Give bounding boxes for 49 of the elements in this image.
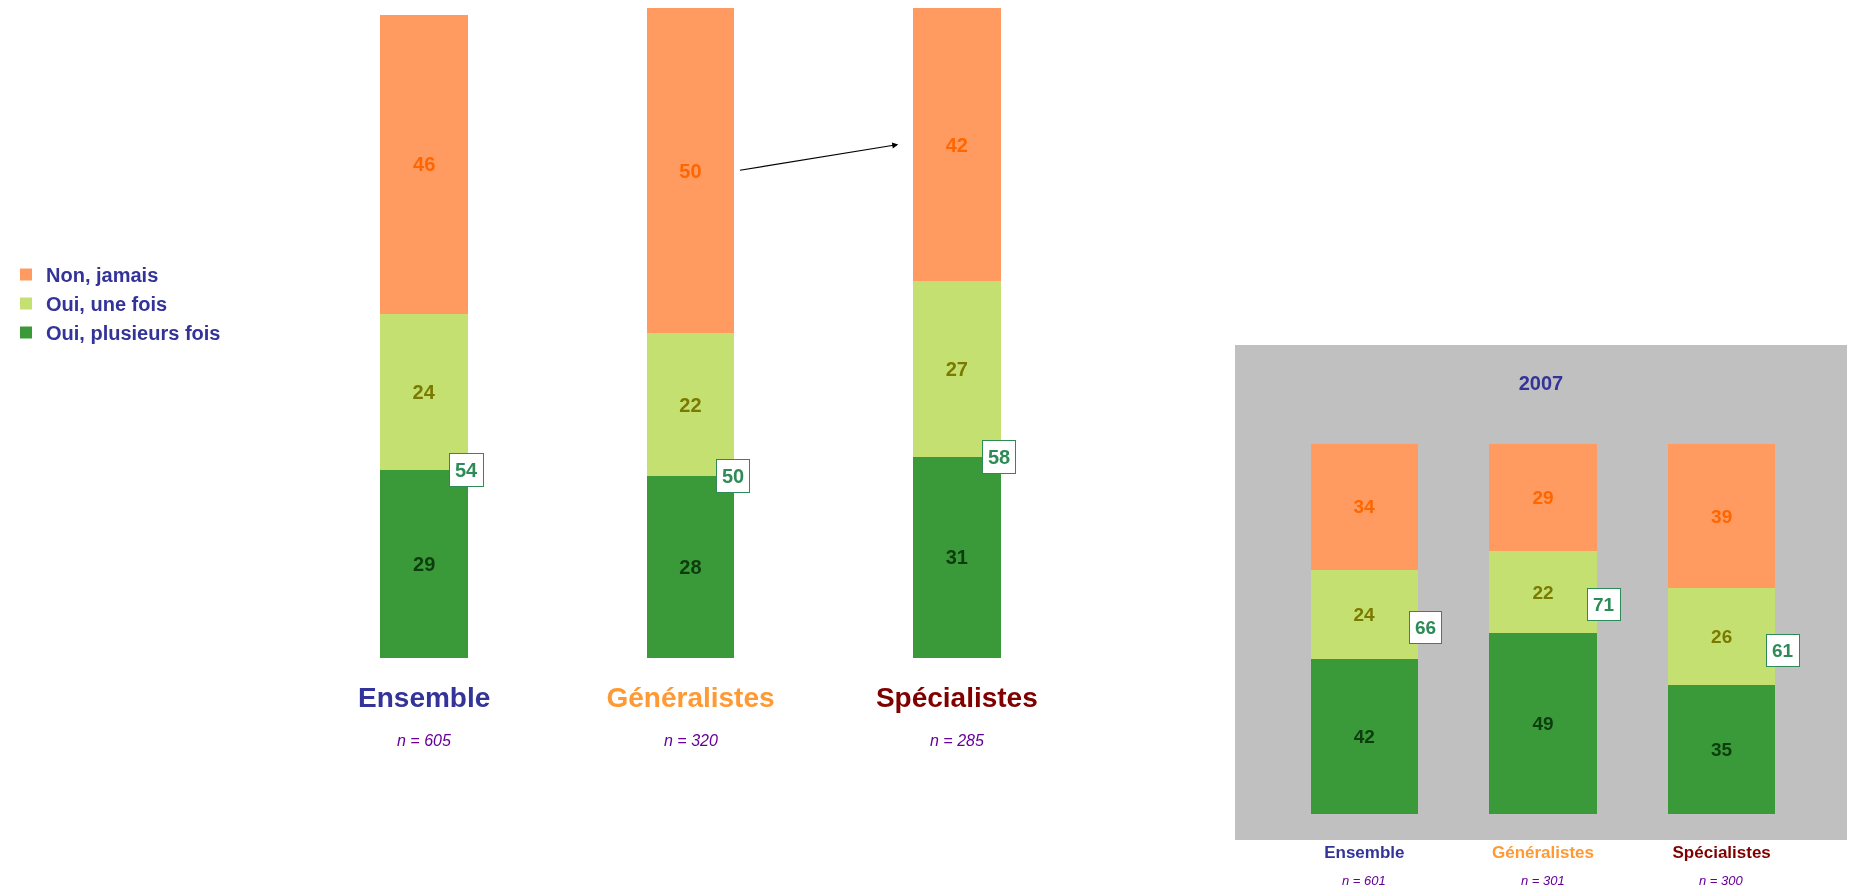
data-label: 49 [1532, 712, 1554, 734]
text: n = 320 [664, 732, 718, 749]
bar [1310, 658, 1418, 814]
data-label: 29 [1532, 487, 1554, 509]
data-label: 31 [945, 546, 968, 569]
data-label: 24 [412, 380, 436, 403]
data-label: 27 [945, 357, 968, 380]
chart-title: 2007 [1518, 372, 1564, 394]
text: n = 301 [1521, 873, 1565, 888]
text: n = 605 [397, 732, 451, 749]
data-label: 34 [1353, 496, 1376, 518]
x-tick-label: Ensemble [1324, 843, 1405, 862]
annotation: 50 [722, 465, 745, 487]
x-tick-label: Généralistes [606, 682, 775, 713]
x-tick-label: Spécialistes [1672, 843, 1771, 862]
data-label: 24 [1353, 603, 1376, 625]
data-label: 22 [679, 393, 702, 416]
bar [1668, 684, 1776, 814]
bar [646, 8, 735, 333]
text: n = 285 [930, 732, 984, 749]
data-label: 22 [1532, 581, 1554, 603]
legend-label: Non, jamais [46, 264, 159, 287]
data-label: 29 [413, 552, 436, 575]
data-label: 50 [679, 159, 702, 182]
data-label: 42 [1353, 725, 1375, 747]
text: n = 300 [1699, 873, 1744, 888]
annotation: 54 [455, 459, 479, 481]
data-label: 35 [1710, 738, 1733, 760]
bar [912, 8, 1001, 281]
data-label: 46 [413, 153, 436, 175]
annotation: 71 [1593, 594, 1615, 615]
data-label: 26 [1711, 625, 1733, 647]
bar [1489, 444, 1597, 552]
annotation: 61 [1772, 640, 1794, 661]
bar [1668, 444, 1776, 589]
legend-label: Oui, plusieurs fois [46, 322, 221, 345]
text: n = 601 [1342, 873, 1386, 888]
data-label: 28 [679, 556, 702, 578]
data-label: 39 [1711, 505, 1733, 527]
bar [380, 14, 469, 314]
legend-label: Oui, une fois [46, 293, 168, 316]
bar [1489, 632, 1597, 814]
bar [1310, 444, 1418, 570]
x-tick-label: Spécialistes [875, 682, 1038, 713]
x-tick-label: Ensemble [358, 682, 491, 713]
annotation: 66 [1415, 617, 1437, 638]
data-label: 42 [945, 133, 968, 156]
x-tick-label: Généralistes [1491, 843, 1595, 862]
annotation: 58 [988, 446, 1011, 468]
